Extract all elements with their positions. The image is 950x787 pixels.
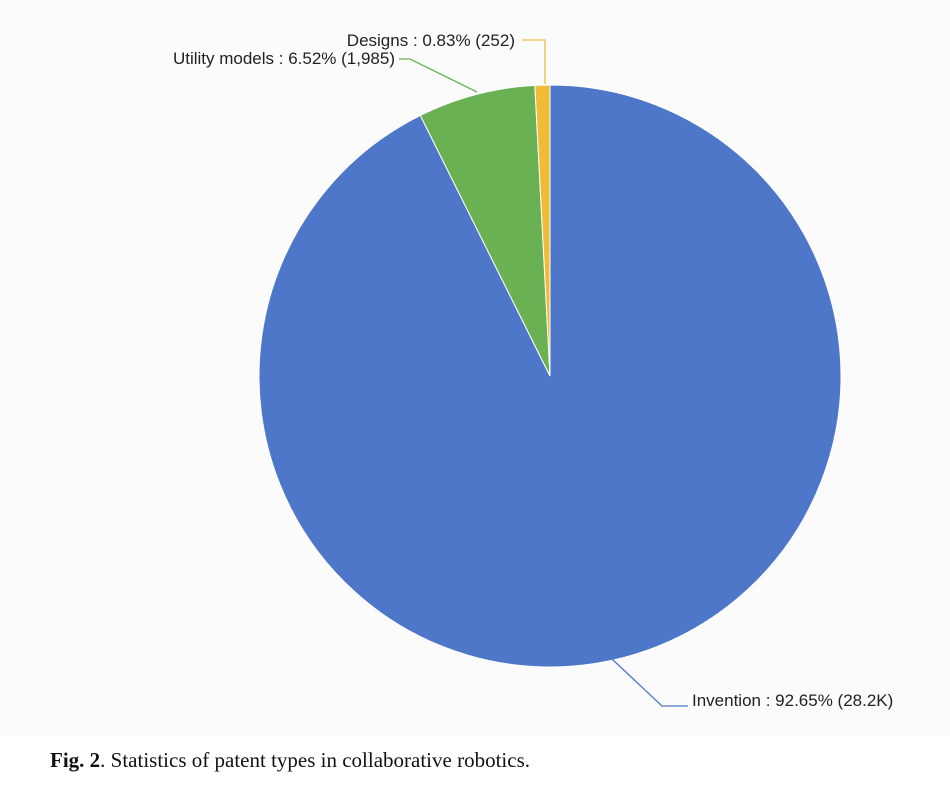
slice-labels: Invention : 92.65% (28.2K) Utility model…	[173, 31, 893, 710]
leader-designs	[522, 39, 546, 84]
caption-label: Fig. 2	[50, 748, 101, 772]
caption-text: . Statistics of patent types in collabor…	[100, 748, 530, 772]
leader-lines	[399, 39, 688, 707]
slice-label-utility-models: Utility models : 6.52% (1,985)	[173, 49, 395, 68]
chart-panel: Invention : 92.65% (28.2K) Utility model…	[172, 31, 894, 710]
leader-utility-models	[399, 58, 478, 93]
slice-label-designs: Designs : 0.83% (252)	[347, 31, 515, 50]
figure-caption: Fig. 2. Statistics of patent types in co…	[50, 748, 530, 773]
leader-invention	[611, 658, 688, 707]
slice-designs	[534, 84, 551, 377]
pie-chart: Invention : 92.65% (28.2K) Utility model…	[173, 31, 893, 710]
slice-utility-models	[419, 84, 551, 377]
pie-slices	[258, 84, 842, 668]
slice-label-invention: Invention : 92.65% (28.2K)	[692, 691, 893, 710]
